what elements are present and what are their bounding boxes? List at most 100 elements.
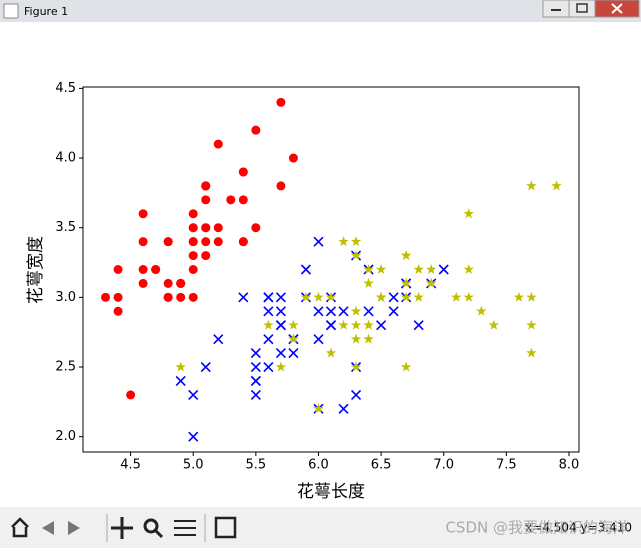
x-tick-label: 5.0 bbox=[183, 458, 204, 473]
app-icon bbox=[3, 3, 19, 19]
point bbox=[325, 347, 337, 358]
maximize-button[interactable] bbox=[568, 0, 596, 18]
point bbox=[325, 306, 337, 317]
x-tick-label: 7.5 bbox=[496, 458, 517, 473]
point bbox=[275, 348, 286, 359]
point bbox=[350, 250, 362, 261]
y-tick-label: 2.0 bbox=[55, 429, 76, 444]
point bbox=[213, 139, 223, 149]
y-axis-label: 花萼宽度 bbox=[26, 236, 46, 304]
window-title: Figure 1 bbox=[24, 5, 68, 18]
point bbox=[188, 209, 198, 219]
point bbox=[188, 265, 198, 274]
minimize-button[interactable] bbox=[542, 0, 570, 18]
point bbox=[451, 291, 462, 302]
point bbox=[513, 291, 525, 302]
point bbox=[425, 277, 437, 288]
home-button[interactable] bbox=[11, 517, 29, 538]
point bbox=[163, 292, 173, 302]
forward-button[interactable] bbox=[68, 521, 80, 535]
point bbox=[175, 375, 186, 387]
point bbox=[263, 319, 274, 330]
point bbox=[101, 292, 111, 302]
point bbox=[201, 195, 211, 205]
point bbox=[138, 278, 148, 288]
point bbox=[388, 292, 399, 303]
point bbox=[263, 361, 274, 373]
point bbox=[476, 305, 487, 316]
y-tick-label: 2.5 bbox=[55, 360, 76, 375]
point bbox=[313, 236, 324, 247]
point bbox=[413, 320, 424, 331]
point bbox=[375, 264, 387, 274]
close-icon bbox=[611, 3, 623, 14]
point bbox=[200, 361, 211, 373]
point bbox=[176, 278, 186, 288]
point bbox=[151, 265, 161, 274]
point bbox=[350, 236, 362, 247]
back-button[interactable] bbox=[42, 521, 54, 535]
point bbox=[338, 236, 349, 247]
point bbox=[526, 180, 537, 191]
zoom-button[interactable] bbox=[143, 518, 159, 534]
point bbox=[526, 291, 537, 302]
status-text: x=4.504 y=3.410 bbox=[525, 521, 632, 535]
point bbox=[400, 277, 412, 288]
point bbox=[425, 264, 437, 274]
x-tick-label: 6.5 bbox=[371, 458, 392, 473]
point bbox=[163, 278, 173, 288]
point bbox=[250, 389, 261, 400]
point bbox=[463, 264, 475, 274]
point bbox=[188, 251, 198, 261]
point bbox=[438, 264, 449, 275]
point bbox=[288, 333, 299, 344]
point bbox=[238, 237, 248, 247]
point bbox=[400, 291, 412, 302]
point bbox=[263, 292, 274, 303]
point bbox=[350, 333, 362, 344]
point bbox=[325, 320, 337, 331]
point bbox=[213, 237, 223, 247]
point bbox=[188, 292, 198, 302]
y-tick-label: 3.0 bbox=[55, 290, 76, 305]
point bbox=[325, 291, 337, 302]
point bbox=[413, 291, 424, 302]
point bbox=[201, 181, 211, 191]
point bbox=[363, 306, 374, 317]
toolbar-buttons bbox=[11, 514, 237, 542]
point bbox=[238, 167, 248, 177]
title-bar bbox=[0, 0, 641, 22]
configure-button[interactable] bbox=[174, 520, 196, 536]
point bbox=[276, 181, 286, 191]
point bbox=[138, 265, 148, 274]
point bbox=[276, 97, 286, 107]
point bbox=[551, 180, 562, 191]
point bbox=[300, 291, 312, 302]
point bbox=[313, 334, 324, 345]
y-tick-label: 4.5 bbox=[55, 81, 76, 96]
save-button[interactable] bbox=[214, 516, 237, 539]
x-tick-label: 6.0 bbox=[308, 458, 329, 473]
point bbox=[350, 389, 362, 400]
point bbox=[350, 361, 362, 372]
point bbox=[201, 237, 211, 247]
point bbox=[288, 319, 299, 330]
point bbox=[400, 361, 412, 372]
point bbox=[288, 348, 299, 359]
point bbox=[138, 209, 148, 219]
point bbox=[188, 237, 198, 247]
point bbox=[163, 237, 173, 247]
point bbox=[113, 265, 123, 274]
point bbox=[175, 361, 186, 372]
point bbox=[188, 389, 199, 400]
point bbox=[388, 306, 399, 317]
point bbox=[251, 125, 261, 135]
point bbox=[213, 223, 223, 233]
point bbox=[363, 264, 374, 274]
point bbox=[363, 333, 374, 344]
point bbox=[138, 237, 148, 247]
point bbox=[251, 223, 261, 233]
zoom-handle bbox=[153, 528, 164, 539]
pan-button[interactable] bbox=[111, 517, 133, 539]
